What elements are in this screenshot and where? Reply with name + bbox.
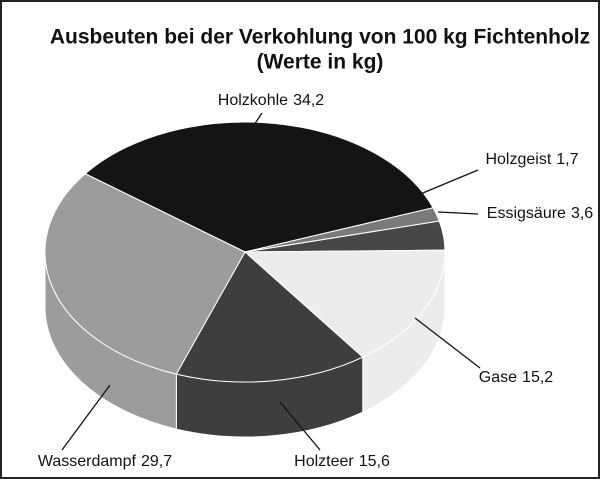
slice-value: 1,7 (556, 151, 578, 168)
leader-line (437, 211, 479, 215)
slice-label: Holzgeist 1,7 (485, 151, 578, 168)
slice-label: Holzkohle 34,2 (218, 92, 325, 109)
slice-label: Wasserdampf 29,7 (38, 453, 172, 470)
slice-value: 29,7 (141, 453, 172, 470)
pie-slice (175, 251, 364, 383)
pie-slice (84, 121, 434, 253)
slice-name: Gase (479, 369, 517, 386)
labels: Holzkohle 34,2 Holzgeist 1,7 Essigsäure 3,6 Ga… (38, 92, 593, 470)
pie (44, 121, 446, 438)
slice-value: 34,2 (293, 92, 324, 109)
leader-lines (61, 112, 481, 451)
slice-name: Holzgeist (485, 151, 551, 168)
slice-label: Holzteer 15,6 (294, 453, 390, 470)
leader-line (61, 384, 111, 451)
slice-value: 3,6 (571, 205, 593, 222)
slice-name: Holzkohle (218, 92, 288, 109)
chart-subtitle: (Werte in kg) (257, 51, 384, 74)
slice-name: Essigsäure (487, 205, 566, 222)
pie-slice (243, 249, 446, 358)
leader-line (251, 112, 263, 129)
slice-label: Gase 15,2 (479, 369, 553, 386)
leader-line (414, 317, 481, 369)
leader-line (417, 169, 479, 196)
slice-name: Holzteer (294, 453, 354, 470)
slice-label: Essigsäure 3,6 (487, 205, 594, 222)
slice-name: Wasserdampf (38, 453, 137, 470)
pie-slice (44, 173, 246, 375)
chart-title: Ausbeuten bei der Verkohlung von 100 kg … (50, 26, 590, 49)
slice-value: 15,2 (522, 369, 553, 386)
leader-line (279, 401, 321, 451)
slice-value: 15,6 (359, 453, 390, 470)
